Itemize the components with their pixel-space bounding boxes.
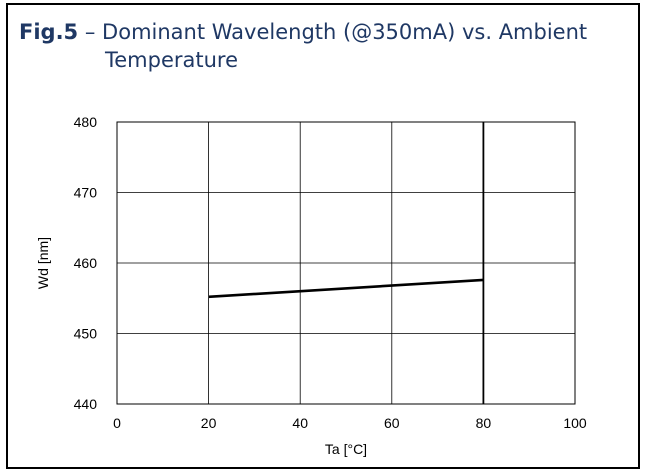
- figure-title-dash: –: [84, 20, 96, 44]
- grid-lines: [117, 122, 575, 404]
- y-tick-labels: 440 450 460 470 480: [74, 114, 98, 412]
- x-tick-label: 20: [201, 415, 217, 431]
- figure-title: Fig.5 – Dominant Wavelength (@350mA) vs.…: [19, 18, 619, 74]
- y-tick-label: 460: [74, 255, 98, 271]
- x-tick-label: 40: [292, 415, 308, 431]
- y-tick-label: 480: [74, 114, 98, 130]
- plot-border: [116, 121, 576, 405]
- x-tick-label: 0: [113, 415, 121, 431]
- figure-title-text: Dominant Wavelength (@350mA) vs. Ambient: [102, 20, 588, 44]
- series-line-1: [208, 278, 484, 299]
- figure-number: Fig.5: [19, 20, 79, 44]
- series-group: [208, 122, 485, 404]
- y-axis-label: Wd [nm]: [35, 237, 51, 289]
- y-tick-label: 470: [74, 185, 98, 201]
- x-tick-labels: 0 20 40 60 80 100: [113, 415, 587, 431]
- x-tick-label: 80: [476, 415, 492, 431]
- y-tick-label: 440: [74, 396, 98, 412]
- y-tick-label: 450: [74, 326, 98, 342]
- figure-title-line-1: Fig.5 – Dominant Wavelength (@350mA) vs.…: [19, 18, 619, 46]
- x-tick-label: 100: [563, 415, 587, 431]
- x-axis-label: Ta [°C]: [325, 441, 367, 457]
- figure-frame: [6, 3, 640, 469]
- figure-title-line-2: Temperature: [105, 48, 239, 72]
- x-tick-label: 60: [384, 415, 400, 431]
